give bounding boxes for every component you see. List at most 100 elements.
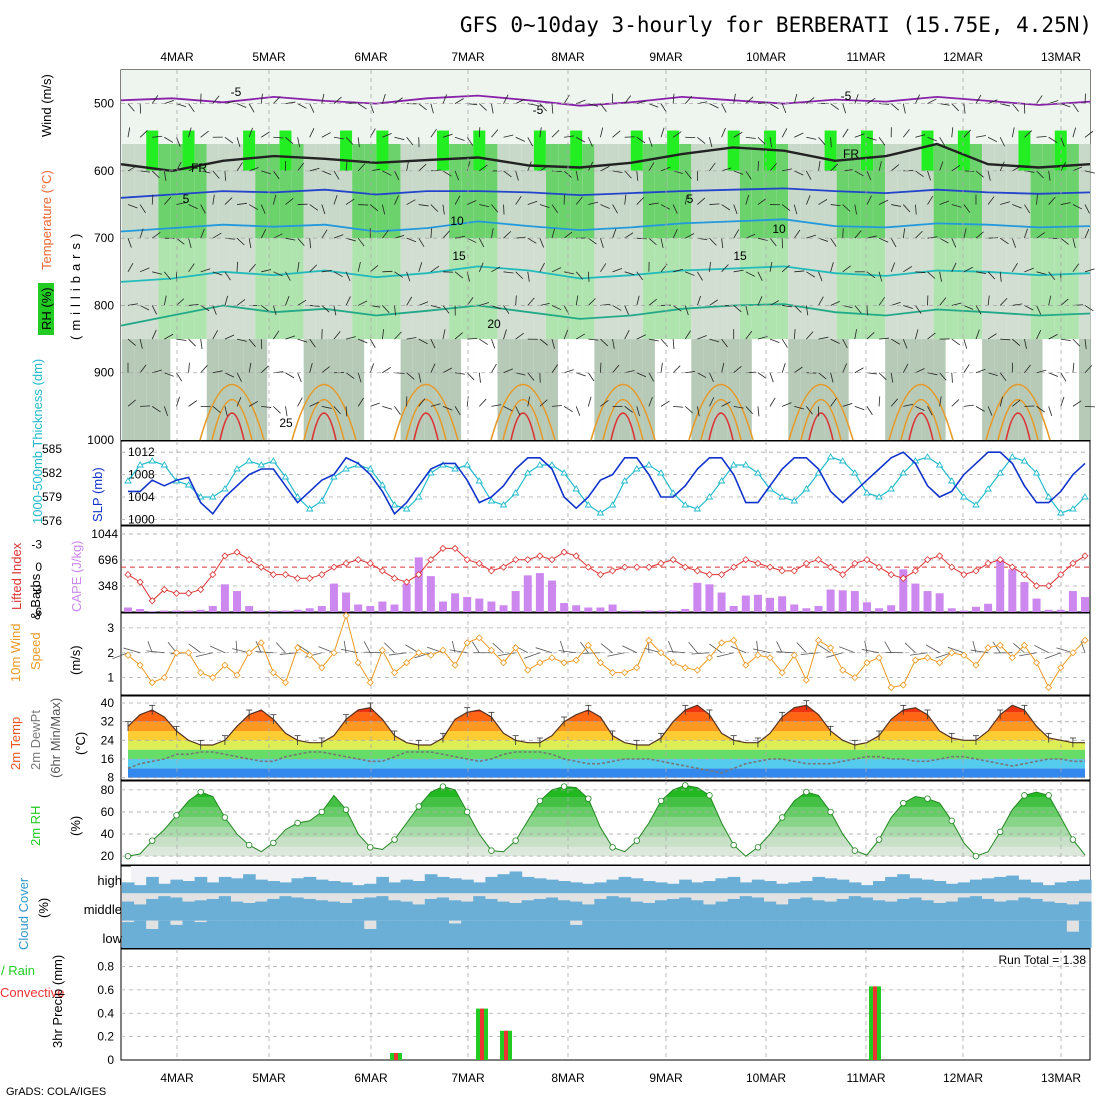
cloud-bar [473, 920, 486, 948]
cloud-gap [691, 893, 704, 901]
rh-shade [558, 238, 571, 340]
wind-speed-point [984, 644, 992, 652]
cloud-bar [715, 901, 729, 921]
rh-point [778, 814, 786, 821]
rh-shade [800, 144, 813, 239]
wind-barb [164, 196, 172, 205]
precip-yunit: 3hr Precip (mm) [50, 955, 65, 1048]
cloud-bar [449, 878, 462, 894]
wind-speed-point [996, 641, 1004, 649]
wind-tick: 1 [107, 671, 114, 685]
precip-tick: 0 [107, 1053, 114, 1067]
wind-barb [127, 165, 137, 172]
rh-shade [885, 238, 898, 340]
cloud-bar [388, 882, 402, 894]
wind-barb [285, 271, 291, 281]
wind-barb [951, 262, 957, 272]
rh-shade [545, 144, 558, 239]
rh-shade [994, 339, 1007, 440]
wind-barb [563, 369, 574, 374]
rh-point [560, 783, 568, 790]
cloud-bar [352, 885, 365, 894]
temp-yunit: (°C) [73, 732, 88, 755]
cloud-bar [594, 920, 607, 948]
cloud-gap [679, 893, 692, 898]
wind-barb [515, 136, 525, 142]
wind-barb [733, 365, 742, 374]
wind-barb [902, 103, 906, 114]
rh-shade [642, 238, 655, 340]
wind-barb [200, 130, 209, 138]
wind-barb [575, 406, 581, 416]
cape-bar [620, 610, 629, 612]
wind-barb [558, 650, 577, 654]
thickness-point [632, 465, 641, 472]
wind-barb [624, 95, 632, 104]
wind-barb [224, 100, 235, 105]
cloud-bar [291, 878, 305, 894]
wind-speed-point [814, 636, 823, 644]
wind-barb [890, 372, 894, 383]
isotherm-25 [788, 383, 854, 441]
cloud-gap [194, 920, 208, 923]
cape-bar [875, 608, 884, 612]
cape-bar [1008, 569, 1017, 612]
temp-tick: 24 [101, 733, 115, 747]
wind-barb [612, 130, 621, 138]
wind-barb [188, 304, 199, 306]
cloud-bar [763, 920, 777, 948]
wind-barb [123, 647, 141, 654]
rh-shade [873, 144, 886, 239]
wind-barb [660, 204, 671, 210]
cape-bar [1044, 609, 1053, 612]
wind-barb [430, 228, 433, 239]
wind-barb [636, 406, 640, 417]
rh-shade [485, 238, 498, 340]
rh-shade [812, 238, 825, 340]
cloud-gap [642, 893, 656, 903]
wind-barb [987, 295, 990, 306]
wind-barb [127, 204, 138, 209]
cloud-bar [1054, 882, 1068, 894]
isotherm-30 [808, 412, 834, 441]
cloud-gap [279, 893, 293, 897]
cloud-bar [485, 898, 498, 921]
rh-shade [509, 238, 522, 340]
cloud-bar [352, 920, 365, 948]
cloud-bar [654, 900, 668, 921]
rh-point [609, 844, 616, 851]
cloud-bar [121, 882, 135, 894]
thickness-point [681, 501, 690, 508]
wind-barb [575, 271, 584, 280]
rh-point [221, 814, 229, 821]
cloud-bar [327, 881, 341, 894]
cloud-bar [606, 896, 620, 921]
thickness-point [257, 461, 266, 468]
cape-bar [414, 557, 423, 612]
cloud-bar [134, 904, 147, 921]
wind-barb [782, 168, 793, 172]
wind-speed-point [342, 611, 350, 620]
wind-barb [564, 271, 574, 275]
wind-barb [539, 262, 545, 273]
cloud-gap [860, 893, 874, 898]
rh-shade [655, 238, 668, 340]
rh-shade [255, 339, 268, 440]
wind-barb [1044, 652, 1061, 659]
cloud-gap [969, 893, 983, 897]
cloud-bar [606, 920, 620, 948]
wind-speed-point [318, 664, 326, 672]
wind-barb [854, 94, 859, 104]
cloud-gap [545, 893, 559, 898]
wind-barb [479, 204, 490, 208]
wind-barb [1011, 127, 1015, 138]
li-point [936, 552, 944, 560]
wind-barb [1060, 202, 1071, 205]
wind-barb [357, 300, 368, 306]
wind-barb [963, 228, 967, 239]
wind-barb [951, 338, 961, 346]
rh-shade [473, 339, 486, 440]
li-point [415, 571, 423, 579]
wind-barb [418, 372, 422, 383]
temp-ylabel: (6hr Min/Max) [48, 698, 63, 778]
